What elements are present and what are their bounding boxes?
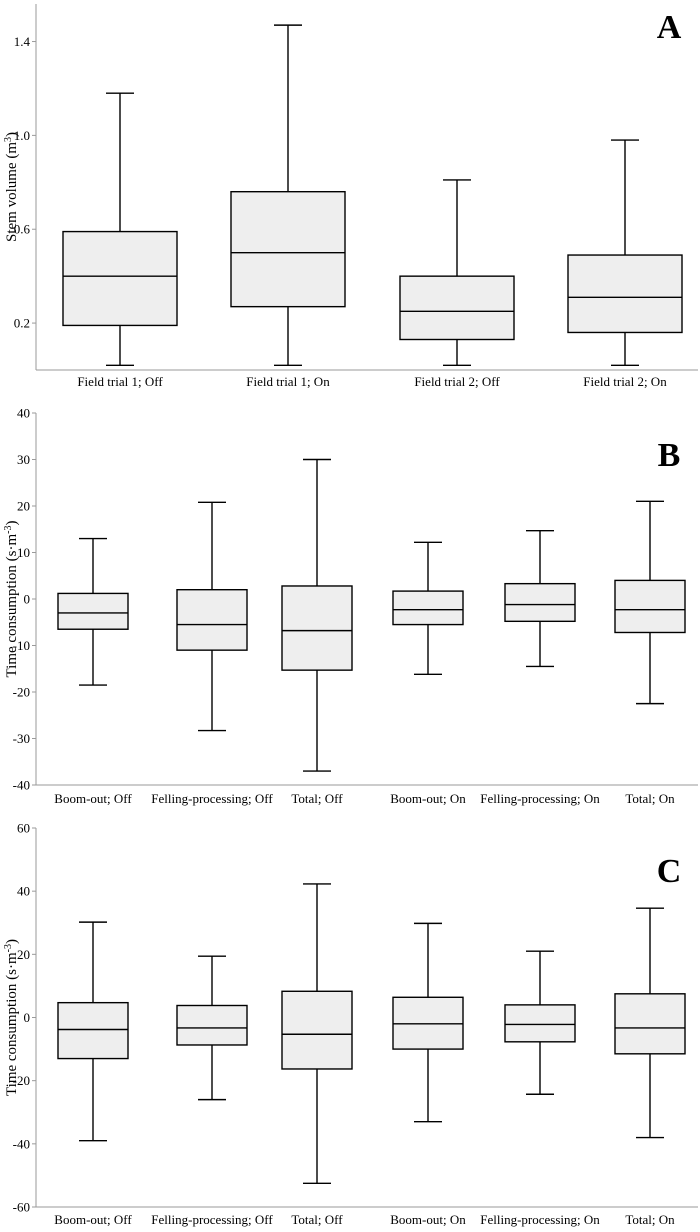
y-tick-label: 0.2	[14, 316, 30, 331]
panel-letter: B	[658, 437, 681, 474]
box-iqr	[230, 190, 346, 308]
y-axis-title: Stem volume (m3)	[3, 132, 21, 242]
category-label: Field trial 2; Off	[414, 374, 500, 389]
y-tick-label: -30	[13, 731, 30, 746]
box-iqr	[176, 589, 248, 651]
y-tick-label: 1.4	[14, 34, 31, 49]
y-tick-label: 40	[17, 884, 30, 899]
panel-a: 0.2 0.6 1.0 1.4 Stem volume (m3) A Field trial…	[3, 4, 698, 389]
box-iqr	[57, 1001, 129, 1060]
category-label: Total; Off	[291, 1212, 343, 1227]
category-label: Field trial 1; On	[246, 374, 330, 389]
y-tick-label: 60	[17, 821, 30, 836]
box-iqr	[567, 254, 683, 334]
y-tick-label: 0	[24, 1010, 31, 1025]
y-tick-label: 0	[24, 592, 31, 607]
panel-c: -60 -40 -20 0 20 40 60 Time consumption (s·m-3)…	[3, 821, 698, 1227]
box-iqr	[614, 579, 686, 634]
box-iqr	[399, 275, 515, 341]
y-tick-label: 1.0	[14, 128, 30, 143]
category-label: Felling-processing; Off	[151, 791, 273, 806]
category-label: Boom-out; Off	[54, 1212, 132, 1227]
box-iqr	[281, 990, 353, 1070]
y-tick-label: 20	[17, 499, 30, 514]
y-tick-label: -10	[13, 638, 30, 653]
y-axis-title: Time consumption (s·m-3)	[3, 521, 21, 678]
category-label: Field trial 2; On	[583, 374, 667, 389]
y-tick-label: -20	[13, 1073, 30, 1088]
box-iqr	[504, 1004, 576, 1043]
y-tick-label: -20	[13, 685, 30, 700]
box-iqr	[62, 230, 178, 327]
category-label: Total; On	[625, 791, 675, 806]
category-label: Boom-out; Off	[54, 791, 132, 806]
y-tick-label: -40	[13, 778, 30, 793]
box-iqr	[281, 585, 353, 671]
box-iqr	[392, 590, 464, 626]
category-label: Felling-processing; On	[480, 1212, 600, 1227]
y-tick-label: 0.6	[14, 222, 31, 237]
panel-b: -40 -30 -20 -10 0 10 20 30 40 Time consumption (s…	[3, 406, 698, 806]
category-label: Felling-processing; On	[480, 791, 600, 806]
category-label: Boom-out; On	[390, 791, 466, 806]
box-iqr	[504, 582, 576, 623]
y-tick-label: -60	[13, 1200, 30, 1215]
y-tick-label: -40	[13, 1136, 30, 1151]
y-tick-label: 20	[17, 947, 30, 962]
panel-letter: C	[657, 853, 682, 890]
box-iqr	[176, 1004, 248, 1046]
category-label: Boom-out; On	[390, 1212, 466, 1227]
box-iqr	[614, 993, 686, 1055]
panel-letter: A	[657, 9, 682, 46]
y-tick-label: 10	[17, 545, 30, 560]
category-label: Total; Off	[291, 791, 343, 806]
category-label: Felling-processing; Off	[151, 1212, 273, 1227]
y-tick-label: 30	[17, 452, 30, 467]
y-axis-title: Time consumption (s·m-3)	[3, 939, 21, 1096]
category-label: Total; On	[625, 1212, 675, 1227]
y-tick-label: 40	[17, 406, 30, 421]
category-label: Field trial 1; Off	[77, 374, 163, 389]
box-iqr	[57, 592, 129, 630]
